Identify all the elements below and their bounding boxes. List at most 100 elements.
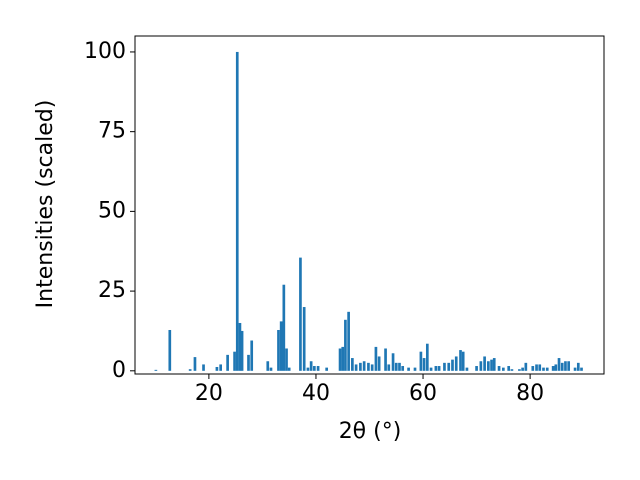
bar — [560, 362, 564, 371]
bar — [359, 362, 362, 371]
bar — [492, 358, 496, 371]
bar — [351, 358, 354, 371]
bar — [451, 359, 454, 371]
bar — [542, 367, 545, 371]
bar — [391, 353, 395, 371]
bar — [344, 319, 347, 371]
bar — [422, 358, 426, 371]
bar — [269, 367, 273, 371]
bar — [370, 364, 374, 371]
bar — [266, 361, 270, 371]
y-axis-label: Intensities (scaled) — [33, 100, 58, 309]
bar — [154, 369, 158, 371]
bar — [374, 346, 378, 371]
bar — [309, 361, 313, 371]
bar — [193, 357, 197, 371]
bar — [287, 367, 291, 371]
bar — [459, 350, 462, 371]
bar — [447, 362, 451, 371]
bar — [545, 367, 549, 371]
bar — [279, 321, 283, 371]
bar — [302, 307, 306, 371]
bar — [557, 358, 561, 371]
bar — [285, 348, 288, 371]
x-tick-label: 40 — [302, 381, 330, 406]
bar — [419, 351, 423, 371]
bar — [551, 366, 555, 371]
x-tick-label: 80 — [516, 381, 544, 406]
bar — [465, 367, 469, 371]
y-tick-label: 100 — [84, 39, 126, 64]
bar — [240, 330, 244, 371]
bar — [413, 367, 417, 371]
bar — [434, 366, 438, 371]
y-tick-label: 25 — [98, 278, 126, 303]
bar — [531, 366, 535, 371]
bar — [576, 362, 580, 371]
plot-frame — [134, 35, 605, 375]
bar — [497, 366, 501, 371]
y-tick-label: 50 — [98, 198, 126, 223]
bar — [554, 364, 558, 371]
bar — [407, 367, 410, 371]
bar — [437, 366, 441, 371]
bar — [394, 362, 398, 371]
bar — [580, 367, 583, 371]
bar — [247, 354, 250, 371]
bar — [313, 366, 316, 371]
bar — [299, 257, 302, 371]
bar — [502, 367, 505, 371]
bar — [215, 366, 219, 371]
x-tick-label: 20 — [195, 381, 223, 406]
bar — [401, 366, 405, 371]
bar — [398, 362, 401, 371]
bar — [325, 367, 329, 371]
bar — [521, 367, 524, 371]
bar — [238, 322, 242, 371]
x-tick-label: 60 — [409, 381, 437, 406]
bar — [524, 362, 528, 371]
bar — [490, 359, 493, 371]
bar — [282, 284, 286, 371]
bar — [443, 362, 446, 371]
bar — [219, 364, 223, 371]
bar — [250, 340, 254, 371]
bar — [347, 311, 350, 371]
bar — [479, 361, 483, 371]
bar — [475, 366, 478, 371]
bar — [425, 343, 429, 371]
y-tick-label: 75 — [98, 119, 126, 144]
bar — [226, 354, 229, 371]
bar — [233, 351, 236, 371]
bar — [573, 367, 577, 371]
bar — [316, 366, 320, 371]
x-axis-label: 2θ (°) — [339, 419, 402, 444]
bar — [387, 364, 391, 371]
bar — [461, 351, 465, 371]
bar — [454, 356, 458, 371]
bar — [564, 361, 567, 371]
bar — [567, 361, 571, 371]
bar — [487, 361, 490, 371]
bar — [235, 51, 239, 371]
bar — [341, 346, 345, 371]
bar — [168, 329, 172, 371]
bar — [483, 356, 486, 371]
bar — [338, 348, 342, 371]
bar — [306, 367, 310, 371]
bar — [535, 364, 538, 371]
bar — [188, 369, 192, 371]
bar — [367, 362, 370, 371]
bar — [507, 366, 511, 371]
bar — [202, 364, 205, 371]
bar — [429, 367, 433, 371]
bar — [384, 348, 387, 371]
bar — [354, 364, 358, 371]
bar — [362, 361, 366, 371]
bar — [538, 364, 542, 371]
bar — [518, 369, 521, 371]
y-tick-label: 0 — [112, 358, 126, 383]
bar — [510, 369, 514, 371]
bar — [377, 356, 381, 371]
